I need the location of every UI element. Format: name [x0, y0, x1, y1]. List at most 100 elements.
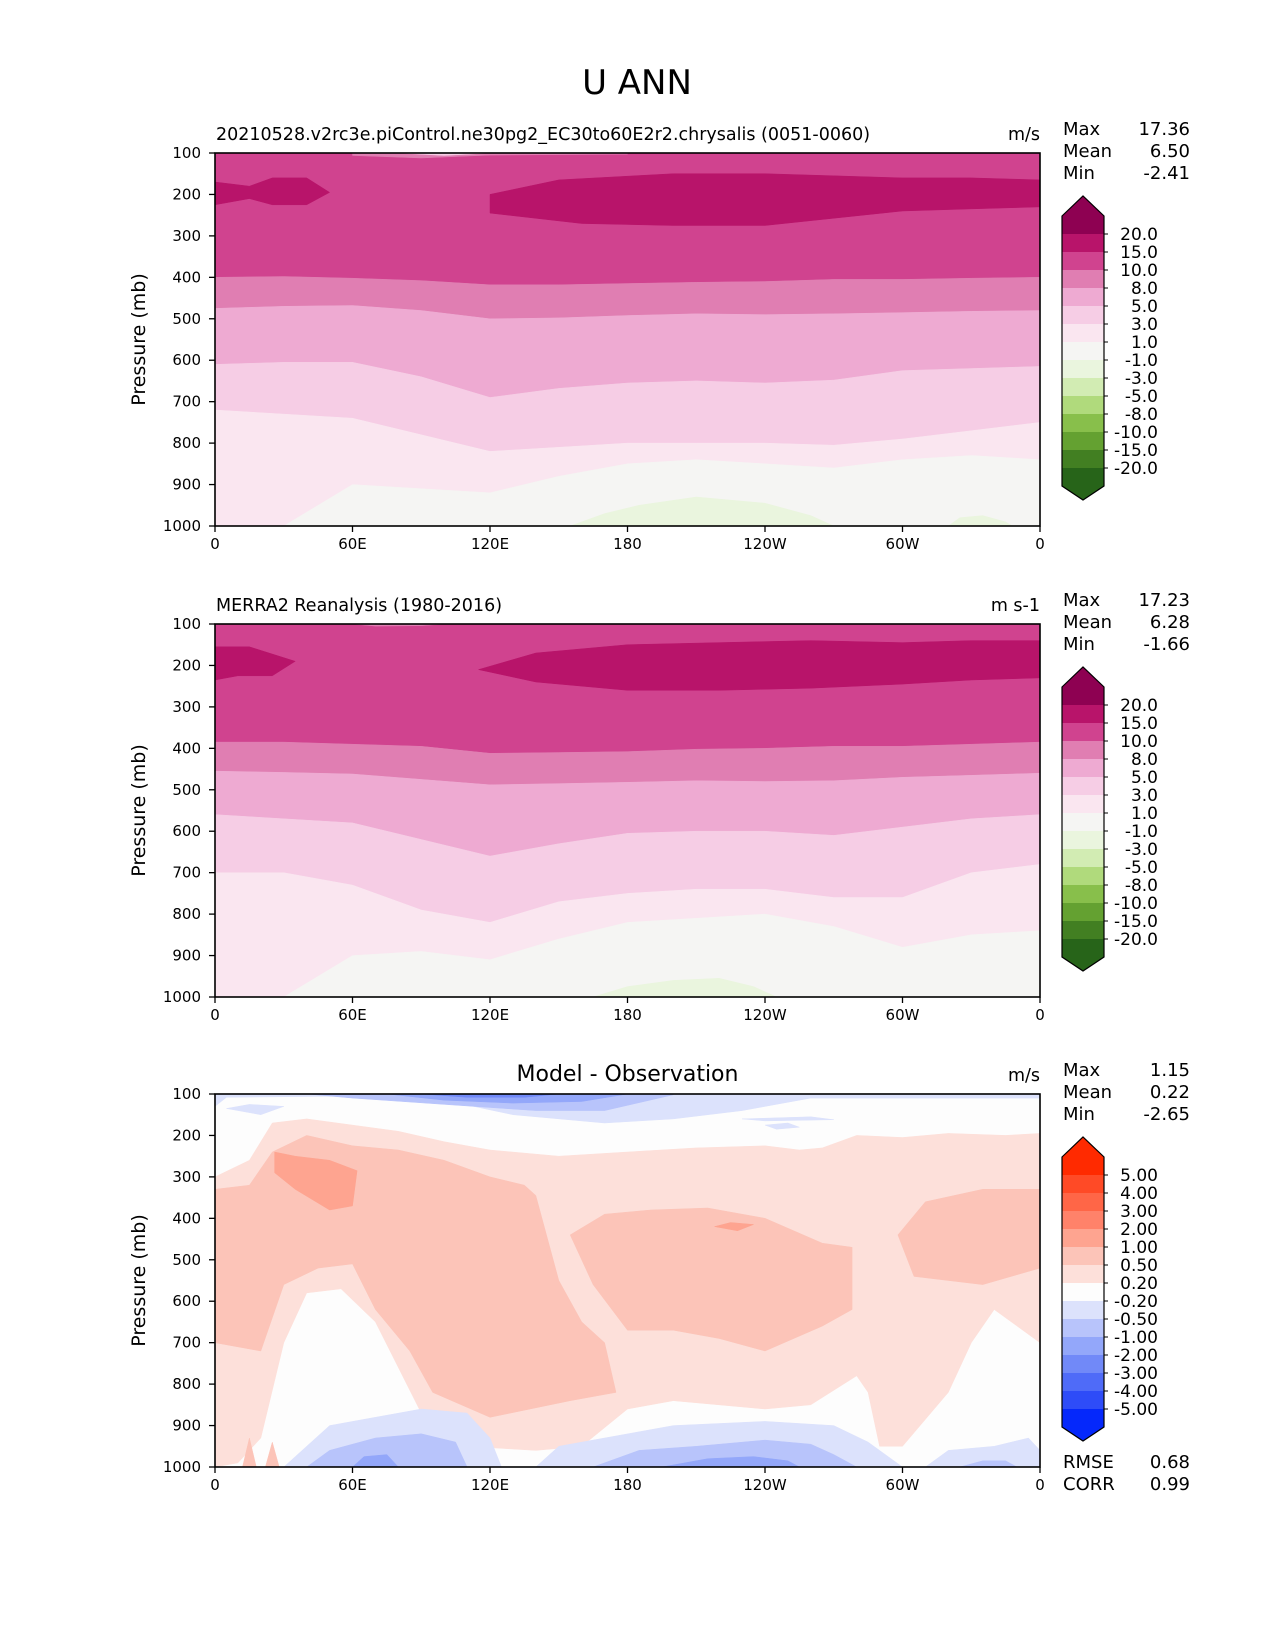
contour-region — [242, 1437, 257, 1467]
colorbar: 20.015.010.08.05.03.01.0-1.0-3.0-5.0-8.0… — [1061, 195, 1158, 501]
colorbar-segment — [1062, 813, 1104, 832]
y-tick-label: 400 — [172, 268, 201, 286]
stat-label: Max — [1063, 1060, 1101, 1081]
colorbar-segment — [1062, 1265, 1104, 1284]
stat-value: 17.23 — [1138, 590, 1190, 611]
colorbar-tick-label: 8.0 — [1131, 750, 1158, 770]
y-tick-label: 700 — [172, 393, 201, 411]
colorbar-segment — [1062, 1301, 1104, 1320]
panel-3: 100 200 300 400 500 600 700 800 900 1000 0 60E 120E 1… — [128, 1060, 1190, 1495]
stat-label: Min — [1063, 163, 1095, 184]
colorbar-tick-label: 10.0 — [1120, 732, 1158, 752]
colorbar-tick-label: -5.00 — [1114, 1400, 1158, 1420]
colorbar-outline — [1061, 1136, 1105, 1442]
contour-region — [215, 913, 1040, 997]
colorbar-segment — [1062, 885, 1104, 904]
colorbar-segment — [1062, 216, 1104, 235]
y-tick-label: 600 — [172, 1292, 201, 1310]
stat-value: 6.28 — [1150, 612, 1190, 633]
contour-region — [661, 1456, 800, 1467]
metric-label: RMSE — [1063, 1452, 1114, 1473]
figure-title: U ANN — [582, 63, 692, 103]
colorbar-segment — [1062, 396, 1104, 415]
y-tick-label: 800 — [172, 905, 201, 923]
colorbar-segment — [1062, 1319, 1104, 1338]
contour-field — [215, 624, 1040, 997]
y-tick-label: 1000 — [163, 517, 201, 535]
y-tick-label: 1000 — [163, 988, 201, 1006]
y-tick-label: 600 — [172, 822, 201, 840]
y-tick-label: 200 — [172, 185, 201, 203]
x-tick-label: 0 — [1035, 535, 1045, 553]
y-tick-label: 100 — [172, 144, 201, 162]
x-tick-label: 0 — [210, 535, 220, 553]
colorbar-tick-label: 0.50 — [1120, 1256, 1158, 1276]
y-tick-label: 500 — [172, 310, 201, 328]
contour-region — [421, 1094, 559, 1098]
colorbar-tick-label: 1.0 — [1131, 804, 1158, 824]
colorbar-segment — [1062, 1247, 1104, 1266]
x-tick-label: 60E — [338, 1006, 367, 1024]
colorbar-segment — [1062, 1211, 1104, 1230]
colorbar-tick-label: 2.00 — [1120, 1220, 1158, 1240]
colorbar-segment — [1062, 1373, 1104, 1392]
colorbar-tick-label: 5.0 — [1131, 768, 1158, 788]
colorbar-segment — [1062, 432, 1104, 451]
stat-value: 17.36 — [1138, 119, 1190, 140]
x-tick-label: 60E — [338, 535, 367, 553]
contour-region — [386, 1094, 628, 1104]
stat-value: -1.66 — [1143, 634, 1190, 655]
x-tick-label: 120E — [471, 1006, 509, 1024]
colorbar-tick-label: -2.00 — [1114, 1346, 1158, 1366]
y-tick-label: 400 — [172, 1209, 201, 1227]
y-tick-label: 300 — [172, 1168, 201, 1186]
x-tick-label: 0 — [1035, 1006, 1045, 1024]
colorbar-tick-label: -3.0 — [1125, 840, 1158, 860]
colorbar-extend-max — [1062, 1137, 1104, 1157]
colorbar-segment — [1062, 741, 1104, 760]
x-tick-label: 120E — [471, 1476, 509, 1494]
colorbar-tick-label: 1.00 — [1120, 1238, 1158, 1258]
stat-value: -2.65 — [1143, 1104, 1190, 1125]
y-axis-label: Pressure (mb) — [128, 1214, 150, 1347]
stat-label: Min — [1063, 1104, 1095, 1125]
x-tick-label: 0 — [1035, 1476, 1045, 1494]
colorbar-tick-label: -0.20 — [1114, 1292, 1158, 1312]
panel-title: MERRA2 Reanalysis (1980-2016) — [216, 596, 502, 616]
contour-region — [215, 1135, 617, 1418]
stat-value: -2.41 — [1143, 163, 1190, 184]
colorbar-tick-label: -20.0 — [1114, 459, 1158, 479]
colorbar-tick-label: -1.0 — [1125, 351, 1158, 371]
colorbar-segment — [1062, 849, 1104, 868]
x-tick-label: 120W — [743, 535, 787, 553]
colorbar-segment — [1062, 1175, 1104, 1194]
colorbar-tick-label: -4.00 — [1114, 1382, 1158, 1402]
colorbar-segment — [1062, 234, 1104, 253]
colorbar-segment — [1062, 342, 1104, 361]
metric-value: 0.99 — [1150, 1474, 1190, 1495]
colorbar-tick-label: -15.0 — [1114, 441, 1158, 461]
contour-region — [897, 1189, 1040, 1285]
colorbar-tick-label: -1.00 — [1114, 1328, 1158, 1348]
contour-region — [274, 1151, 358, 1211]
y-tick-label: 500 — [172, 1251, 201, 1269]
colorbar-extend-max — [1062, 196, 1104, 216]
colorbar-segment — [1062, 1409, 1104, 1428]
contour-region — [352, 1454, 399, 1467]
y-tick-label: 100 — [172, 615, 201, 633]
colorbar-segment — [1062, 939, 1104, 958]
units-label: m/s — [1008, 1066, 1040, 1086]
colorbar-tick-label: -10.0 — [1114, 423, 1158, 443]
contour-region — [764, 1122, 800, 1130]
colorbar-segment — [1062, 723, 1104, 742]
colorbar-tick-label: -10.0 — [1114, 894, 1158, 914]
colorbar-segment — [1062, 468, 1104, 487]
colorbar-extend-max — [1062, 667, 1104, 687]
y-tick-label: 400 — [172, 739, 201, 757]
colorbar-tick-label: 15.0 — [1120, 243, 1158, 263]
colorbar-outline — [1061, 195, 1105, 501]
colorbar-segment — [1062, 795, 1104, 814]
colorbar-extend-min — [1062, 1427, 1104, 1441]
colorbar-tick-label: -3.00 — [1114, 1364, 1158, 1384]
